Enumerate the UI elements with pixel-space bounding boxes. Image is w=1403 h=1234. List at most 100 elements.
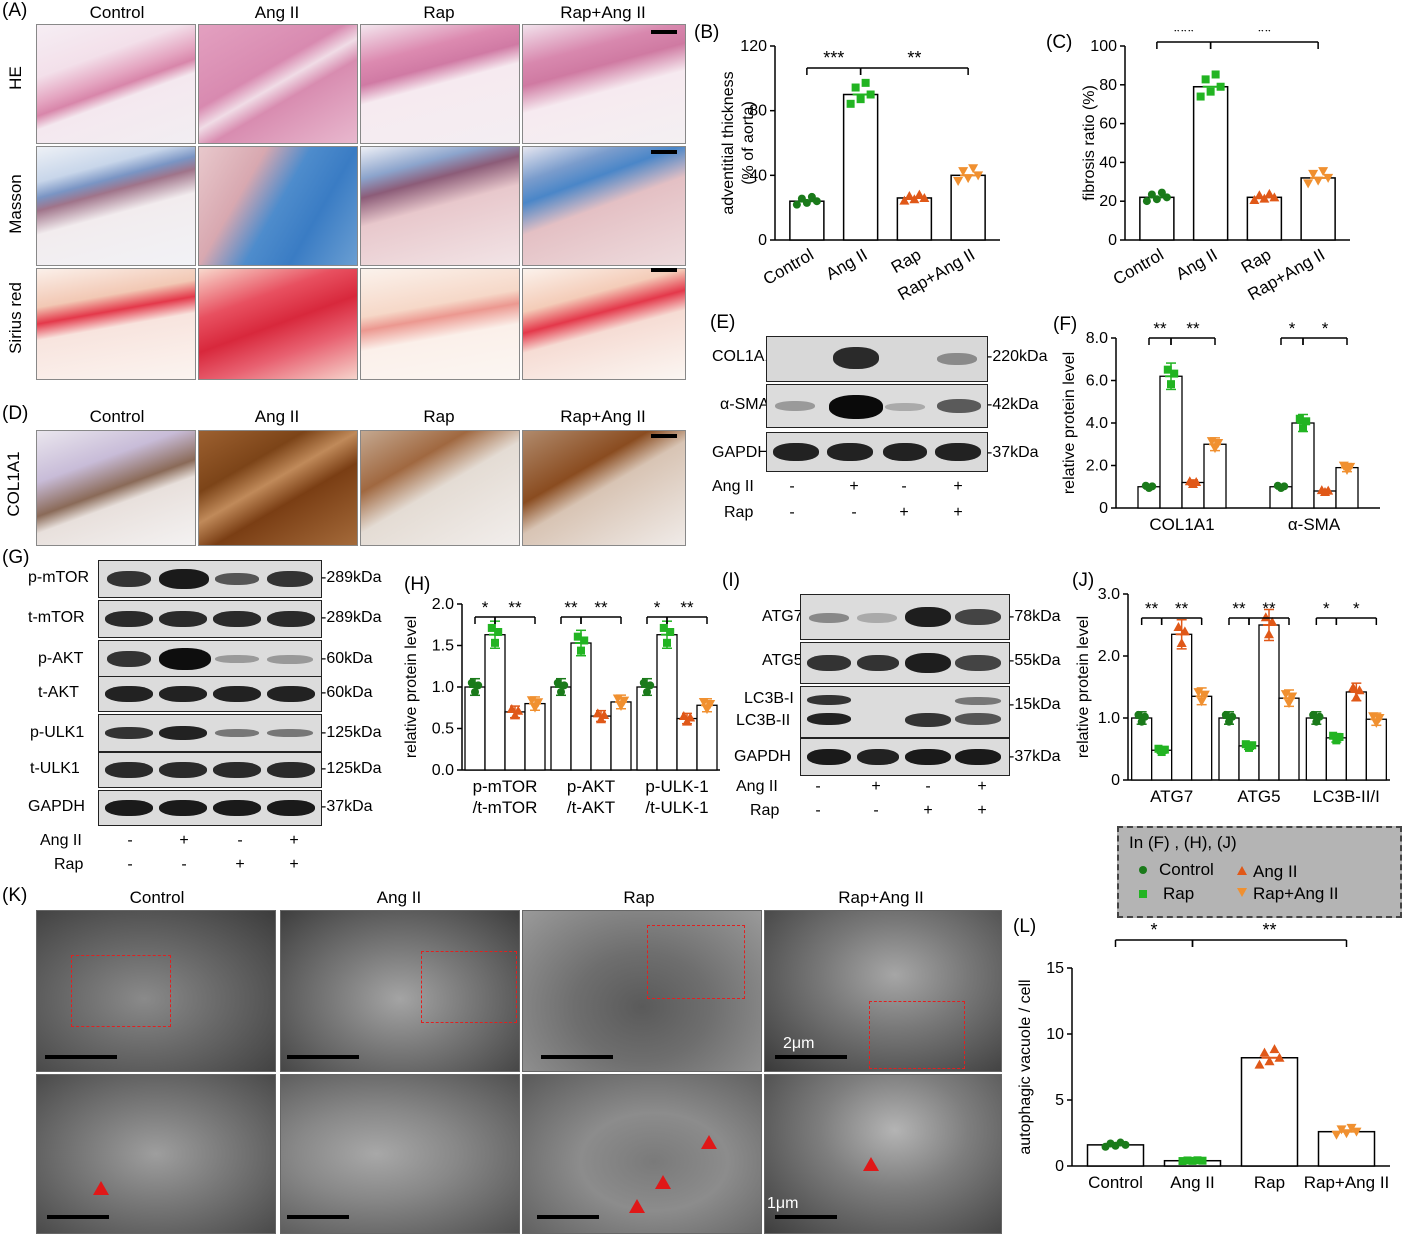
- data-point: [1162, 193, 1171, 202]
- significance-label: ***: [823, 48, 844, 68]
- data-point: [646, 681, 655, 690]
- data-point: [1303, 179, 1314, 189]
- data-point: [1211, 70, 1220, 79]
- data-point: [1163, 365, 1172, 374]
- bar: [550, 686, 572, 771]
- d-header-ang2: Ang II: [254, 407, 300, 426]
- blot-g-t-akt: [98, 676, 322, 712]
- x-tick-label: Rap+Ang II: [1304, 1173, 1390, 1192]
- data-point: [619, 696, 630, 706]
- data-point: [1280, 690, 1291, 700]
- data-point: [1228, 712, 1237, 721]
- sign: +: [289, 856, 299, 873]
- panel-label-c: (C): [1046, 32, 1073, 53]
- legend-box: In (F) , (H), (J) Control Rap Ang II Rap…: [1117, 826, 1402, 918]
- y-tick-label: 2.0: [1098, 648, 1120, 665]
- bar: [1278, 697, 1300, 781]
- data-point: [953, 177, 964, 187]
- data-point: [1254, 190, 1265, 200]
- blot-i-kda: -15kDa: [1009, 696, 1061, 713]
- blot-g-p-akt: [98, 640, 322, 678]
- scale-bar: [651, 150, 677, 154]
- data-point: [494, 628, 503, 637]
- data-point: [510, 710, 520, 720]
- y-axis-label: autophagic vacuole / cell: [1017, 979, 1034, 1154]
- data-point: [506, 703, 517, 713]
- blot-i-label: LC3B-I: [744, 690, 794, 707]
- x-tick-label: /t-ULK-1: [645, 798, 708, 817]
- data-point: [573, 632, 582, 641]
- legend-label-rap: Rap: [1163, 884, 1195, 903]
- bar: [1300, 177, 1336, 241]
- blot-i-kda: -78kDa: [1009, 608, 1061, 625]
- k-header-rap-ang2: Rap+Ang II: [838, 888, 924, 907]
- masson-image-rap-ang2: [522, 146, 686, 266]
- bar: [1191, 695, 1213, 781]
- bar: [1365, 718, 1387, 781]
- blot-e-kda-asma: -42kDa: [987, 396, 1039, 413]
- blot-g-label: p-ULK1: [30, 724, 85, 741]
- y-tick-label: 2.0: [432, 596, 454, 613]
- data-point: [1148, 482, 1157, 491]
- y-axis-label: relative protein level: [1075, 616, 1092, 758]
- bar: [464, 686, 486, 771]
- panel-label-k: (K): [2, 885, 28, 906]
- data-point: [909, 194, 920, 204]
- data-point: [1196, 92, 1205, 101]
- blot-g-label: p-AKT: [38, 650, 84, 667]
- panel-label-h: (H): [404, 574, 431, 595]
- data-point: [1221, 710, 1230, 719]
- data-point: [1140, 712, 1149, 721]
- data-point: [1264, 629, 1274, 639]
- data-point: [1313, 176, 1324, 186]
- data-point: [963, 174, 974, 184]
- x-tick-label: α-SMA: [1288, 515, 1341, 534]
- x-tick-label: Control: [1110, 245, 1167, 289]
- data-point: [1309, 710, 1318, 719]
- chart-b: 0 40 80 120 adventitial thickness (% of aorta…: [720, 38, 1000, 300]
- k-header-ang2: Ang II: [376, 888, 422, 907]
- bar: [570, 642, 592, 771]
- data-point: [1269, 192, 1280, 202]
- y-tick-label: 6.0: [1086, 373, 1108, 390]
- data-point: [1199, 690, 1210, 700]
- data-point: [899, 195, 910, 205]
- x-tick-label: Control: [760, 245, 817, 289]
- sign: +: [977, 802, 987, 819]
- panel-label-e: (E): [710, 312, 736, 333]
- data-point: [1374, 714, 1385, 724]
- legend-label-ang2: Ang II: [1253, 862, 1298, 881]
- x-tick-label: LC3B-II/I: [1313, 787, 1380, 806]
- legend-marker-rap: [1139, 890, 1147, 898]
- bar: [636, 686, 658, 771]
- y-tick-label: 80: [749, 103, 767, 120]
- y-tick-label: 0: [1111, 772, 1120, 789]
- tem-top-rap: [522, 910, 762, 1072]
- data-point: [1341, 1129, 1352, 1139]
- blot-i-label: ATG7: [762, 608, 803, 625]
- blot-g-treat-rap: Rap: [54, 856, 84, 873]
- bar: [504, 711, 526, 771]
- bar: [1171, 633, 1193, 781]
- sign: +: [235, 856, 245, 873]
- masson-image-ang2: [198, 146, 358, 266]
- data-point: [1152, 195, 1161, 204]
- data-point: [1121, 1140, 1130, 1149]
- data-point: [1179, 626, 1190, 636]
- bar: [484, 634, 506, 771]
- data-point: [1260, 612, 1271, 622]
- sign: -: [851, 504, 857, 521]
- data-point: [659, 623, 668, 632]
- ihc-image-ang2: [198, 430, 358, 546]
- he-image-ang2: [198, 24, 358, 144]
- ihc-image-rap: [360, 430, 520, 546]
- he-image-control: [36, 24, 196, 144]
- blot-g-label: GAPDH: [28, 798, 85, 815]
- data-point: [1206, 87, 1215, 96]
- tem-bottom-control: [36, 1074, 276, 1234]
- col-header-control: Control: [89, 3, 145, 22]
- data-point: [663, 638, 671, 647]
- panel-label-f: (F): [1053, 314, 1078, 335]
